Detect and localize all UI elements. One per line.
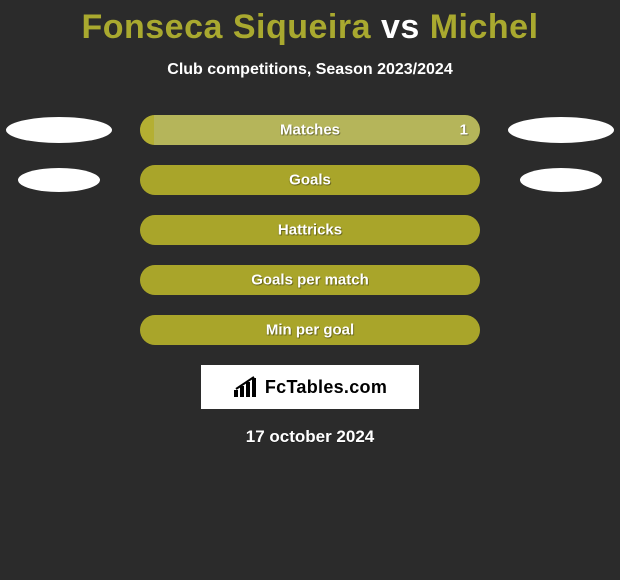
stat-bar: Goals per match [140,265,480,295]
title: Fonseca Siqueira vs Michel [0,8,620,47]
player1-indicator [6,313,112,347]
player2-indicator [508,213,614,247]
stat-bar: Min per goal [140,315,480,345]
date-text: 17 october 2024 [0,427,620,447]
fctables-chart-icon [233,376,259,398]
player1-indicator [6,213,112,247]
stat-row: Goals per match [0,263,620,297]
player1-indicator [6,163,112,197]
player2-indicator [508,113,614,147]
stat-bar: Hattricks [140,215,480,245]
stat-row: Hattricks [0,213,620,247]
player2-indicator [508,313,614,347]
player1-indicator [6,113,112,147]
player2-indicator [508,163,614,197]
title-player1: Fonseca Siqueira [81,8,371,46]
title-player2: Michel [430,8,539,46]
subtitle: Club competitions, Season 2023/2024 [0,61,620,79]
comparison-infographic: Fonseca Siqueira vs Michel Club competit… [0,0,620,447]
stats-area: Matches 1 Goals Hattricks Goals per match Min… [0,113,620,347]
stat-label: Min per goal [266,322,354,339]
stat-row: Min per goal [0,313,620,347]
stat-row: Matches 1 [0,113,620,147]
stat-label: Matches [280,122,340,139]
logo-text: FcTables.com [265,377,387,398]
stat-label: Goals [289,172,331,189]
player1-indicator [6,263,112,297]
stat-label: Goals per match [251,272,369,289]
logo-box: FcTables.com [201,365,419,409]
stat-row: Goals [0,163,620,197]
stat-value-right: 1 [460,122,468,139]
title-vs: vs [381,8,420,46]
player2-indicator [508,263,614,297]
stat-label: Hattricks [278,222,342,239]
stat-bar: Goals [140,165,480,195]
stat-bar: Matches 1 [140,115,480,145]
